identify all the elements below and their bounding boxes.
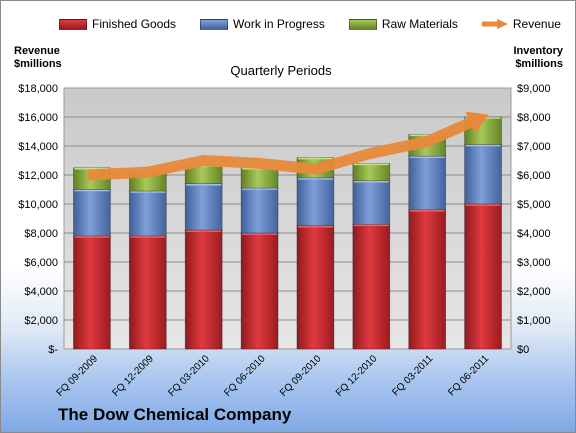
legend-label: Work in Progress	[233, 17, 325, 31]
right-tick-label: $4,000	[517, 228, 551, 240]
bar-work-in-progress	[184, 183, 223, 231]
legend-item-finished-goods: Finished Goods	[59, 17, 176, 31]
left-tick-label: $10,000	[18, 199, 58, 211]
bar-finished-goods	[128, 235, 167, 350]
revenue-arrowhead	[465, 111, 489, 134]
right-axis-title: Inventory $millions	[513, 45, 563, 71]
left-axis-title-line-2: $millions	[14, 58, 62, 70]
x-axis-ticks: FQ 09-2009 FQ 12-2009 FQ 03-2010 FQ 06-2010…	[55, 353, 492, 399]
left-tick-label: $14,000	[18, 141, 58, 153]
x-tick-label: FQ 12-2009	[110, 353, 156, 399]
bar-work-in-progress	[73, 189, 111, 237]
left-tick-label: $6,000	[24, 257, 58, 269]
left-tick-label: $12,000	[18, 170, 58, 182]
left-tick-label: $8,000	[24, 228, 58, 240]
left-axis-title-line-1: Revenue	[14, 45, 60, 57]
left-tick-label: $16,000	[18, 112, 58, 124]
left-tick-label: $4,000	[24, 286, 58, 298]
right-tick-label: $0	[517, 344, 529, 356]
right-axis-ticks: $0 $1,000 $2,000 $3,000 $4,000 $5,000 $6,000 $7…	[517, 83, 551, 356]
bar-work-in-progress	[296, 177, 335, 227]
left-tick-label: $2,000	[24, 315, 58, 327]
bar-work-in-progress	[352, 180, 391, 225]
x-tick-label: FQ 09-2009	[55, 353, 101, 399]
bar-finished-goods	[352, 223, 391, 350]
right-tick-label: $8,000	[517, 112, 551, 124]
bar-work-in-progress	[464, 144, 502, 205]
revenue-line-path	[87, 116, 475, 181]
legend-label: Revenue	[512, 17, 561, 31]
left-tick-label: $18,000	[18, 83, 58, 95]
x-tick-label: FQ 06-2011	[446, 353, 491, 398]
right-tick-label: $7,000	[517, 141, 551, 153]
bar-raw-materials	[352, 163, 391, 182]
legend-arrow-icon	[481, 19, 508, 29]
bar-work-in-progress	[408, 155, 447, 211]
right-tick-label: $6,000	[517, 170, 551, 182]
legend-item-work-in-progress: Work in Progress	[200, 17, 325, 31]
bar-finished-goods	[464, 203, 502, 350]
legend-item-revenue: Revenue	[481, 17, 561, 31]
right-tick-label: $5,000	[517, 199, 551, 211]
legend-item-raw-materials: Raw Materials	[348, 17, 458, 31]
bar-work-in-progress	[240, 187, 279, 234]
left-axis-title: Revenue $millions	[14, 45, 62, 71]
x-tick-label: FQ 09-2010	[278, 353, 324, 399]
legend: Finished Goods Work in Progress Raw Mate…	[59, 15, 561, 33]
x-tick-label: FQ 06-2010	[222, 353, 268, 399]
x-tick-label: FQ 12-2010	[334, 353, 380, 399]
revenue-line	[87, 111, 489, 181]
legend-swatch-red	[59, 18, 87, 30]
right-axis-title-line-1: Inventory	[513, 45, 563, 57]
bars	[73, 116, 502, 350]
company-name: The Dow Chemical Company	[58, 405, 292, 424]
x-tick-label: FQ 03-2011	[390, 353, 435, 398]
right-tick-label: $1,000	[517, 315, 551, 327]
x-tick-label: FQ 03-2010	[166, 353, 212, 399]
bar-raw-materials	[240, 167, 279, 189]
left-tick-label: $-	[48, 344, 58, 356]
legend-label: Raw Materials	[381, 17, 458, 31]
right-axis-title-line-2: $millions	[515, 58, 563, 70]
right-tick-label: $9,000	[517, 83, 551, 95]
bar-finished-goods	[240, 232, 279, 350]
legend-label: Finished Goods	[92, 17, 177, 31]
bar-finished-goods	[184, 229, 223, 350]
bar-finished-goods	[408, 209, 447, 350]
bar-finished-goods	[296, 225, 335, 350]
right-tick-label: $3,000	[517, 257, 551, 269]
left-axis-ticks: $- $2,000 $4,000 $6,000 $8,000 $10,000 $12,000…	[18, 83, 58, 356]
legend-swatch-green	[348, 18, 377, 30]
chart-title: Quarterly Periods	[230, 63, 332, 78]
bar-work-in-progress	[128, 190, 167, 237]
right-tick-label: $2,000	[517, 286, 551, 298]
legend-swatch-blue	[200, 18, 229, 30]
bar-finished-goods	[73, 235, 111, 350]
